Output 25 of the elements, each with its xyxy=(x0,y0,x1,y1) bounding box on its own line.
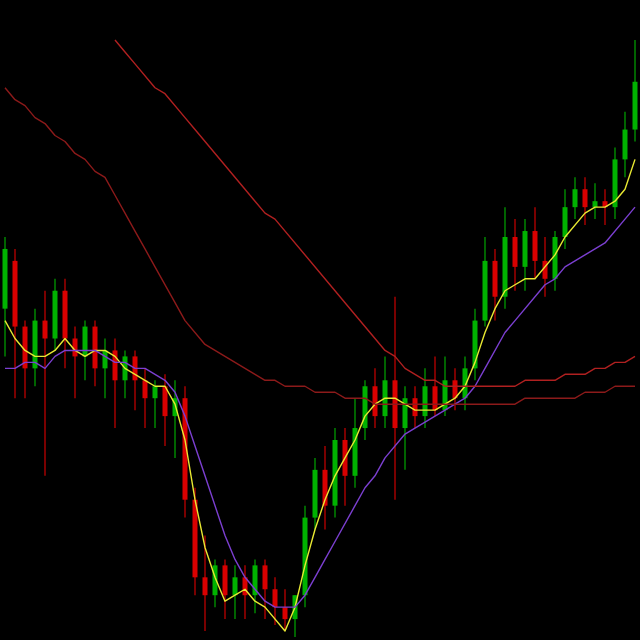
candlestick xyxy=(82,320,88,381)
candlestick xyxy=(342,427,348,507)
candlestick xyxy=(62,278,68,369)
candlestick xyxy=(202,534,208,632)
candlestick xyxy=(532,206,538,280)
candlestick xyxy=(582,176,588,226)
candlestick xyxy=(282,588,288,632)
candlestick xyxy=(32,308,38,387)
candlestick xyxy=(562,188,568,250)
candlestick xyxy=(162,373,168,447)
candlestick xyxy=(312,457,318,531)
candlestick xyxy=(422,367,428,429)
candlestick xyxy=(552,230,558,292)
candlestick xyxy=(42,290,48,477)
candlestick xyxy=(472,308,478,381)
candlestick xyxy=(572,176,578,220)
candlestick xyxy=(592,182,598,220)
candlestick xyxy=(542,236,548,298)
candlestick xyxy=(452,367,458,411)
candlestick xyxy=(432,355,438,417)
candlestick xyxy=(52,278,58,351)
candlestick xyxy=(72,326,78,399)
candlestick xyxy=(322,445,328,531)
candlestick xyxy=(212,558,218,608)
candlestick xyxy=(92,320,98,387)
